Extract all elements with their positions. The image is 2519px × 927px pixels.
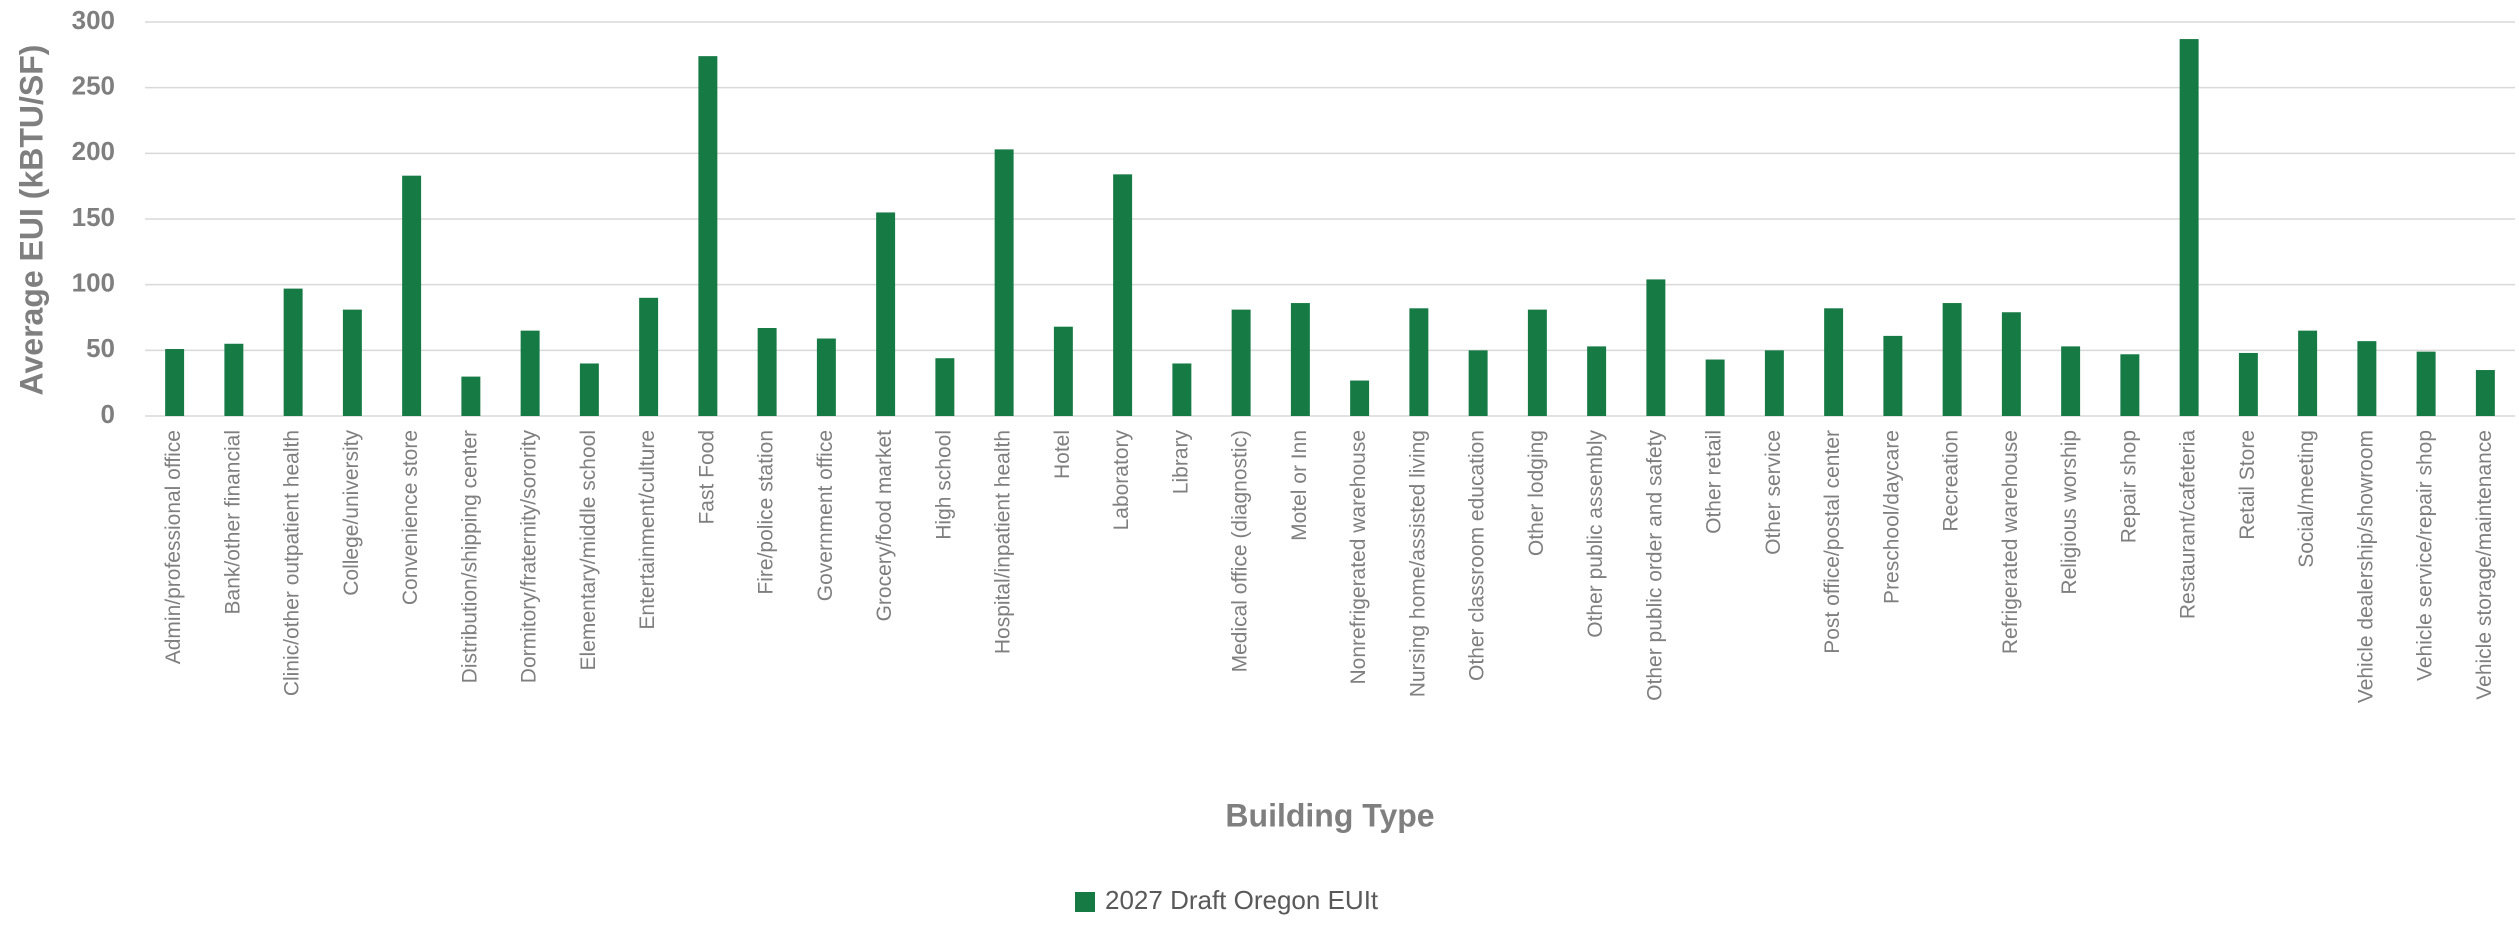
x-tick-label: Other retail <box>1703 430 1726 534</box>
x-tick-label: Recreation <box>1940 430 1963 532</box>
x-tick-label: Vehicle service/repair shop <box>2414 430 2437 681</box>
x-tick-label: Social/meeting <box>2295 430 2318 568</box>
bar <box>2001 312 2021 416</box>
x-tick-label: Nursing home/assisted living <box>1406 430 1429 697</box>
x-tick-label: Elementary/middle school <box>577 430 600 670</box>
bar <box>2120 354 2140 416</box>
x-tick-label: Other lodging <box>1525 430 1548 556</box>
x-tick-label: Library <box>1169 430 1192 495</box>
bar <box>2298 330 2318 416</box>
bar <box>402 175 422 416</box>
y-tick-label: 300 <box>72 5 115 35</box>
x-tick-label: Dormitory/fraternity/sorority <box>518 430 541 684</box>
x-tick-label: Preschool/daycare <box>1880 430 1903 604</box>
x-tick-label: Restaurant/cafeteria <box>2177 430 2200 619</box>
x-tick-label: Fast Food <box>695 430 718 525</box>
bar <box>1942 303 1962 416</box>
bar <box>757 328 777 416</box>
bar <box>342 309 362 416</box>
bar <box>461 376 481 416</box>
x-tick-label: Convenience store <box>399 430 422 605</box>
legend-label: 2027 Draft Oregon EUIt <box>1105 885 1379 915</box>
x-tick-label: Vehicle storage/maintenance <box>2473 430 2496 700</box>
x-tick-label: Laboratory <box>1110 430 1133 531</box>
x-tick-label: Medical office (diagnostic) <box>1229 430 1252 672</box>
x-tick-label: Nonrefrigerated warehouse <box>1347 430 1370 684</box>
bar <box>2416 351 2436 416</box>
bar <box>1231 309 1251 416</box>
bar <box>1053 326 1073 416</box>
bar <box>1113 174 1133 416</box>
bar <box>2061 346 2081 416</box>
bar <box>283 288 303 416</box>
bar <box>994 149 1014 417</box>
x-tick-label: Retail Store <box>2236 430 2259 540</box>
x-tick-label: College/university <box>340 430 363 596</box>
legend-swatch <box>1075 892 1095 912</box>
y-tick-label: 250 <box>72 71 115 101</box>
bar <box>935 358 955 416</box>
x-tick-label: Repair shop <box>2117 430 2140 543</box>
bar <box>1764 350 1784 416</box>
bar <box>1646 279 1666 416</box>
x-tick-label: Grocery/food market <box>873 430 896 622</box>
y-axis-label: Average EUI (kBTU/SF) <box>13 45 49 396</box>
x-tick-label: Other public assembly <box>1584 430 1607 638</box>
x-tick-label: High school <box>932 430 955 540</box>
x-tick-label: Bank/other financial <box>221 430 244 614</box>
x-tick-label: Hotel <box>1051 430 1074 479</box>
x-tick-label: Government office <box>814 430 837 601</box>
x-tick-label: Entertainment/culture <box>636 430 659 630</box>
bar <box>224 343 244 416</box>
bar <box>1705 359 1725 416</box>
bar <box>1290 303 1310 416</box>
bar <box>1527 309 1547 416</box>
bar <box>1172 363 1192 416</box>
x-tick-label: Other public order and safety <box>1643 430 1666 701</box>
x-tick-label: Distribution/shipping center <box>458 430 481 683</box>
bar <box>816 338 836 416</box>
y-tick-label: 0 <box>101 399 115 429</box>
x-tick-label: Admin/professional office <box>162 430 185 664</box>
bar <box>579 363 599 416</box>
bar <box>2357 341 2377 416</box>
x-tick-label: Religious worship <box>2058 430 2081 595</box>
bar <box>2238 352 2258 416</box>
bar <box>165 349 185 416</box>
bar <box>1468 350 1488 416</box>
bar <box>639 297 659 416</box>
bar <box>2475 370 2495 416</box>
bar <box>2179 39 2199 416</box>
y-tick-label: 100 <box>72 268 115 298</box>
bar <box>1409 308 1429 416</box>
bar <box>1587 346 1607 416</box>
bar <box>1824 308 1844 416</box>
y-tick-label: 50 <box>86 333 115 363</box>
x-tick-label: Post office/postal center <box>1821 430 1844 654</box>
x-tick-label: Fire/police station <box>755 430 778 595</box>
bar <box>1350 380 1370 416</box>
y-tick-label: 200 <box>72 136 115 166</box>
x-tick-label: Vehicle dealership/showroom <box>2354 430 2377 703</box>
x-tick-label: Other classroom education <box>1466 430 1489 681</box>
x-tick-label: Clinic/other outpatient health <box>281 430 304 696</box>
x-tick-label: Other service <box>1762 430 1785 555</box>
x-axis-label: Building Type <box>1225 797 1434 833</box>
x-tick-label: Hospital/inpatient health <box>992 430 1015 654</box>
bar <box>698 56 718 416</box>
x-tick-label: Motel or Inn <box>1288 430 1311 541</box>
bar <box>520 330 540 416</box>
bar <box>1883 335 1903 416</box>
bar <box>876 212 896 416</box>
y-tick-label: 150 <box>72 202 115 232</box>
x-tick-label: Refrigerated warehouse <box>1999 430 2022 654</box>
